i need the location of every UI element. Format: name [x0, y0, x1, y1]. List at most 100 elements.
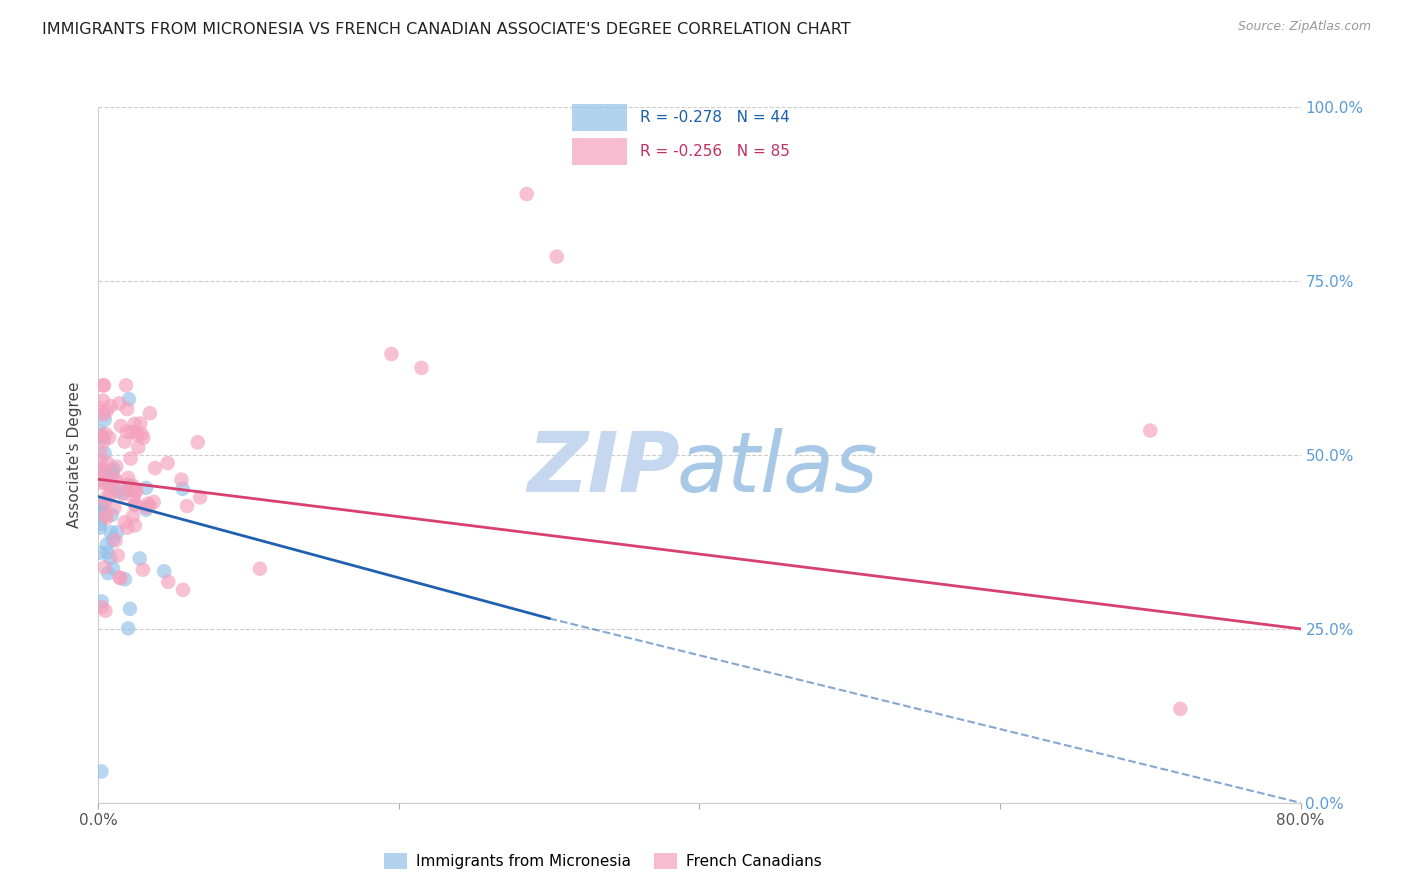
Text: R = -0.278   N = 44: R = -0.278 N = 44	[640, 110, 790, 125]
Point	[91, 378, 114, 392]
Point	[91, 431, 114, 445]
Point	[103, 482, 125, 496]
Point	[89, 521, 111, 535]
Point	[108, 396, 131, 410]
Point	[90, 428, 112, 442]
Point	[136, 497, 159, 511]
Point	[125, 483, 148, 498]
Point	[91, 393, 114, 408]
Point	[96, 404, 118, 418]
Point	[115, 402, 138, 417]
Point	[93, 463, 115, 477]
Point	[112, 485, 135, 500]
Point	[132, 563, 155, 577]
Point	[96, 545, 118, 559]
Point	[101, 467, 124, 482]
Point	[124, 497, 146, 511]
Point	[98, 431, 121, 445]
Point	[89, 473, 111, 487]
Point	[131, 427, 153, 442]
Point	[89, 401, 111, 415]
Point	[120, 483, 142, 497]
Point	[117, 477, 139, 491]
Point	[98, 488, 121, 502]
Point	[89, 445, 111, 459]
Text: IMMIGRANTS FROM MICRONESIA VS FRENCH CANADIAN ASSOCIATE'S DEGREE CORRELATION CHA: IMMIGRANTS FROM MICRONESIA VS FRENCH CAN…	[42, 22, 851, 37]
Point	[188, 491, 211, 505]
Point	[114, 572, 136, 586]
Point	[143, 461, 166, 475]
Y-axis label: Associate's Degree: Associate's Degree	[67, 382, 83, 528]
Point	[96, 511, 118, 525]
Point	[157, 574, 180, 589]
Point	[124, 518, 146, 533]
Point	[101, 561, 124, 575]
Point	[172, 582, 194, 597]
Text: ZIP: ZIP	[527, 428, 679, 509]
Point	[121, 425, 143, 439]
Point	[94, 413, 117, 427]
Point	[120, 479, 142, 493]
Point	[115, 425, 138, 439]
Point	[96, 537, 118, 551]
Text: atlas: atlas	[676, 428, 879, 509]
Point	[101, 508, 124, 522]
Point	[176, 499, 198, 513]
Point	[516, 187, 538, 202]
Point	[89, 546, 111, 560]
Point	[128, 551, 150, 566]
Point	[107, 484, 129, 499]
Point	[90, 473, 112, 487]
Point	[98, 551, 121, 566]
Point	[122, 491, 145, 505]
Point	[89, 503, 111, 517]
Point	[94, 426, 117, 441]
Point	[115, 378, 138, 392]
Point	[90, 594, 112, 608]
Point	[114, 434, 136, 449]
Point	[118, 602, 141, 616]
Point	[103, 461, 125, 475]
Point	[94, 604, 117, 618]
Point	[101, 465, 124, 479]
Point	[100, 399, 122, 413]
Point	[103, 472, 125, 486]
Point	[90, 454, 112, 468]
Point	[139, 499, 162, 513]
Point	[411, 360, 433, 375]
Point	[96, 490, 118, 504]
Point	[90, 764, 112, 779]
Point	[94, 508, 117, 522]
Point	[89, 425, 111, 439]
Point	[93, 378, 115, 392]
Point	[170, 473, 193, 487]
Point	[105, 525, 128, 540]
Text: Source: ZipAtlas.com: Source: ZipAtlas.com	[1237, 20, 1371, 33]
Point	[91, 509, 114, 524]
Point	[111, 487, 134, 501]
Point	[121, 509, 143, 524]
Point	[1139, 424, 1161, 438]
Point	[135, 502, 157, 516]
Point	[139, 406, 162, 420]
Legend: Immigrants from Micronesia, French Canadians: Immigrants from Micronesia, French Canad…	[378, 847, 828, 875]
Point	[172, 482, 194, 496]
Point	[120, 451, 142, 466]
Point	[118, 392, 141, 407]
Point	[90, 600, 112, 615]
Point	[110, 571, 132, 585]
Point	[93, 407, 115, 421]
Point	[153, 564, 176, 578]
Point	[89, 429, 111, 443]
Point	[100, 525, 122, 540]
Point	[94, 495, 117, 509]
Point	[93, 560, 115, 574]
Point	[89, 503, 111, 517]
Point	[101, 533, 124, 547]
Point	[105, 459, 128, 474]
Point	[90, 476, 112, 491]
Point	[97, 566, 120, 581]
Point	[104, 473, 127, 487]
Point	[135, 481, 157, 495]
Point	[135, 500, 157, 515]
